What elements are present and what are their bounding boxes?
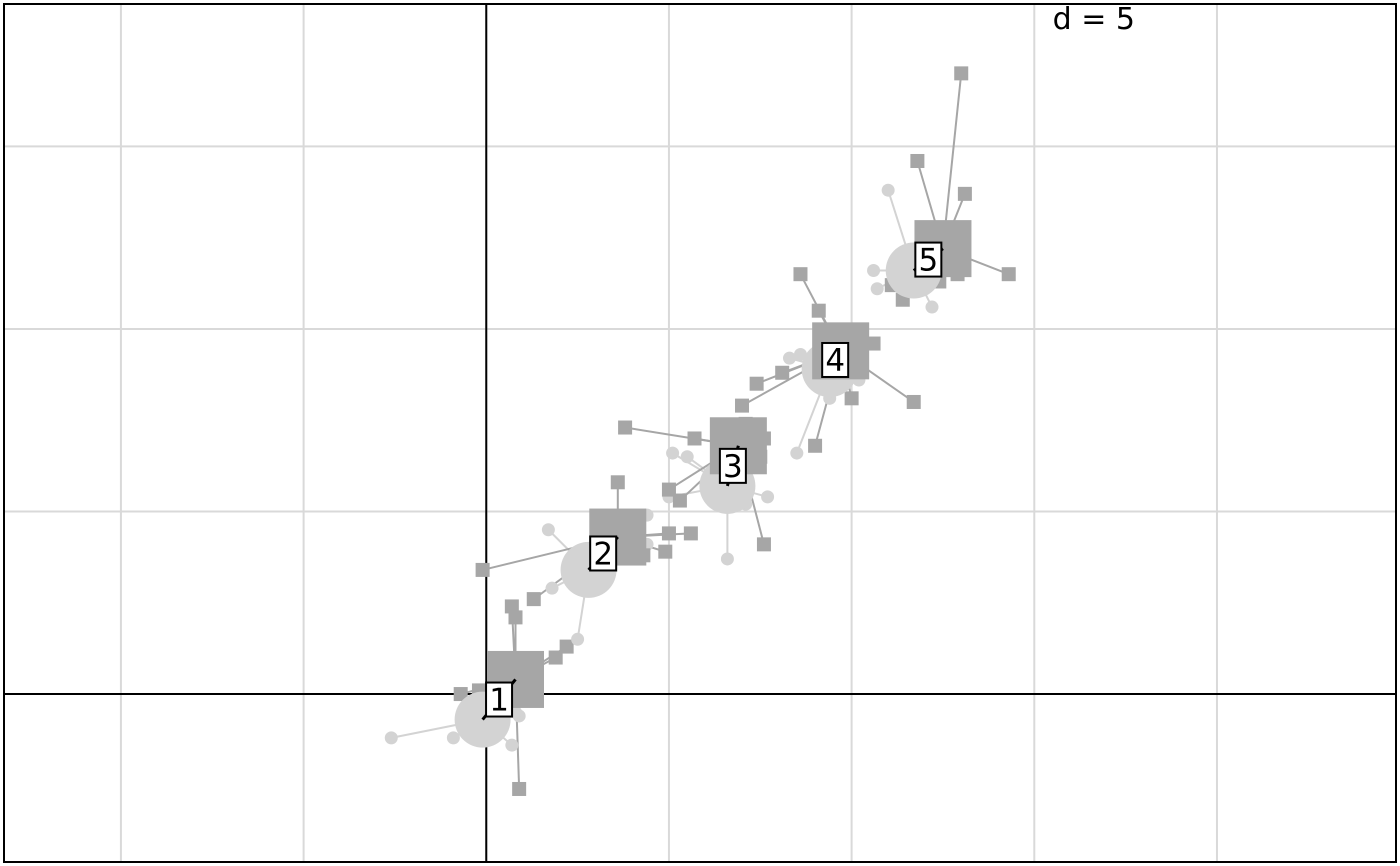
square-point-1 (504, 599, 519, 614)
circle-point-5 (867, 264, 881, 278)
square-point-5 (910, 153, 925, 168)
square-point-4 (749, 376, 764, 391)
group-labels: 1 2 3 4 5 (485, 241, 943, 719)
circle-point-5 (881, 183, 895, 197)
group-label-box-3 (718, 447, 747, 484)
group-label-1: 1 (489, 683, 509, 719)
circle-point-2 (541, 523, 555, 537)
square-point-2 (661, 526, 676, 541)
circle-point-4 (783, 351, 797, 365)
square-point-4 (906, 394, 921, 409)
scale-label: d = 5 (1053, 2, 1135, 37)
group-label-box-4 (821, 341, 850, 378)
group-label-5: 5 (918, 243, 938, 279)
square-point-4 (735, 398, 750, 413)
circle-point-2 (571, 632, 585, 646)
square-point-2 (658, 544, 673, 559)
circle-point-3 (680, 450, 694, 464)
circle-point-5 (870, 282, 884, 296)
square-point-1 (548, 650, 563, 665)
plot-frame (3, 3, 1397, 863)
square-point-3 (661, 482, 676, 497)
circle-point-4 (793, 348, 807, 362)
circle-point-5 (925, 300, 939, 314)
square-point-4 (866, 336, 881, 351)
square-point-5 (954, 66, 969, 81)
group-label-4: 4 (825, 343, 845, 379)
square-point-1 (512, 781, 527, 796)
square-point-1 (559, 639, 574, 654)
square-point-3 (756, 537, 771, 552)
group-label-3: 3 (723, 449, 743, 485)
group-label-box-1 (485, 681, 514, 718)
square-point-2 (683, 526, 698, 541)
square-point-4 (811, 303, 826, 318)
circle-point-1 (384, 731, 398, 745)
square-point-3 (687, 431, 702, 446)
square-point-1 (508, 610, 523, 625)
circle-point-1 (505, 738, 519, 752)
square-point-4 (793, 267, 808, 282)
group-label-box-5 (914, 241, 943, 278)
square-point-4 (808, 438, 823, 453)
circle-point-3 (720, 552, 734, 566)
square-point-2 (526, 592, 541, 607)
circle-point-3 (666, 446, 680, 460)
square-point-1 (453, 687, 468, 702)
square-point-4 (844, 391, 859, 406)
square-link-5 (941, 73, 963, 249)
group-label-2: 2 (593, 536, 613, 572)
circle-point-4 (790, 446, 804, 460)
group-label-box-2 (589, 535, 618, 572)
circle-point-3 (761, 490, 775, 504)
square-point-3 (672, 493, 687, 508)
circle-point-2 (545, 581, 559, 595)
square-point-3 (618, 420, 633, 435)
square-point-5 (1001, 267, 1016, 282)
square-point-5 (957, 186, 972, 201)
square-point-2 (610, 475, 625, 490)
square-point-2 (475, 562, 490, 577)
circle-point-1 (446, 731, 460, 745)
square-point-4 (775, 365, 790, 380)
